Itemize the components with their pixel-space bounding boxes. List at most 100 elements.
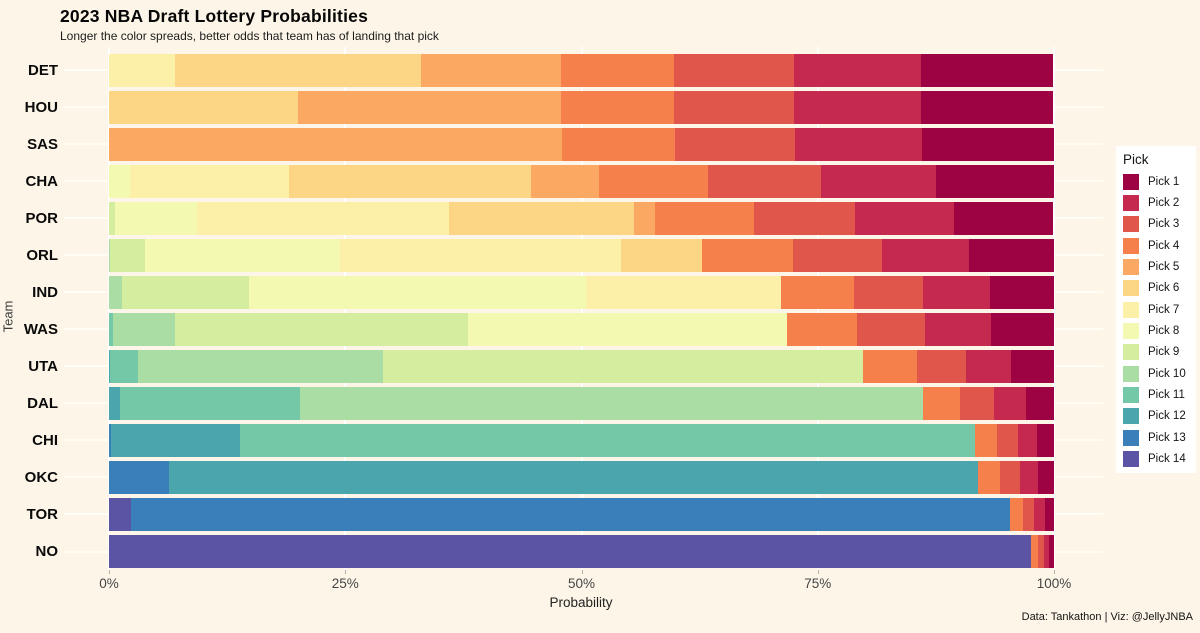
bar-segment-okc-pick12 xyxy=(169,460,979,494)
x-tick-mark xyxy=(109,570,110,574)
legend-swatch-pick-12 xyxy=(1123,408,1139,425)
plot-area xyxy=(64,47,1103,570)
bar-row-dal xyxy=(109,386,1054,420)
legend-label: Pick 5 xyxy=(1148,260,1180,273)
bar-segment-hou-pick3 xyxy=(674,90,795,124)
legend-label: Pick 13 xyxy=(1148,431,1186,444)
chart-title: 2023 NBA Draft Lottery Probabilities xyxy=(60,6,369,26)
bar-segment-orl-pick9 xyxy=(109,238,145,272)
y-tick-label-orl: ORL xyxy=(26,246,58,264)
legend-label: Pick 3 xyxy=(1148,218,1180,231)
bar-row-tor xyxy=(109,497,1054,531)
legend-swatch-pick-6 xyxy=(1123,280,1139,297)
bar-segment-hou-pick4 xyxy=(560,90,675,124)
legend-label: Pick 2 xyxy=(1148,196,1180,209)
bar-segment-sas-pick1 xyxy=(921,127,1054,161)
x-tick-mark xyxy=(581,570,583,574)
x-axis-title: Probability xyxy=(549,595,613,610)
bar-row-was xyxy=(109,312,1054,346)
bar-row-det xyxy=(109,53,1054,87)
bar-row-cha xyxy=(109,164,1054,198)
bar-segment-dal-pick10 xyxy=(299,386,923,420)
bar-row-orl xyxy=(109,238,1054,272)
bar-segment-por-pick7 xyxy=(196,201,450,235)
legend-entry-pick-14: Pick 14 xyxy=(1123,451,1186,468)
bar-segment-det-pick2 xyxy=(794,53,921,87)
legend-swatch-pick-14 xyxy=(1123,451,1139,468)
bar-segment-uta-pick9 xyxy=(383,349,864,383)
bar-segment-okc-pick13 xyxy=(109,460,170,494)
bar-segment-ind-pick3 xyxy=(853,275,923,309)
legend-label: Pick 11 xyxy=(1148,389,1185,401)
bar-segment-chi-pick2 xyxy=(1018,423,1037,457)
x-tick-mark xyxy=(345,570,347,574)
legend-entry-pick-8: Pick 8 xyxy=(1123,322,1179,339)
bar-segment-hou-pick2 xyxy=(794,90,921,124)
bar-segment-det-pick6 xyxy=(175,53,421,87)
bar-segment-dal-pick3 xyxy=(960,386,995,420)
bar-segment-sas-pick2 xyxy=(795,127,922,161)
bar-segment-chi-pick12 xyxy=(110,423,241,457)
bar-segment-uta-pick3 xyxy=(916,349,967,383)
legend-label: Pick 4 xyxy=(1148,239,1180,252)
bar-segment-chi-pick13 xyxy=(109,423,111,457)
bar-segment-dal-pick11 xyxy=(120,386,300,420)
bar-segment-was-pick2 xyxy=(925,312,991,346)
bar-segment-tor-pick4 xyxy=(1009,497,1023,531)
bar-segment-tor-pick14 xyxy=(109,497,131,531)
caption: Data: Tankathon | Viz: @JellyJNBA xyxy=(1021,611,1193,623)
bar-segment-dal-pick4 xyxy=(922,386,961,420)
bar-segment-no-pick4 xyxy=(1031,535,1038,569)
legend-swatch-pick-4 xyxy=(1123,237,1139,254)
x-tick-label-25: 25% xyxy=(331,576,359,591)
legend-entry-pick-12: Pick 12 xyxy=(1123,408,1186,425)
bar-segment-tor-pick2 xyxy=(1034,497,1045,531)
y-tick-label-tor: TOR xyxy=(26,505,58,523)
bar-segment-det-pick7 xyxy=(109,53,176,87)
bar-segment-uta-pick11 xyxy=(109,349,139,383)
bar-segment-det-pick1 xyxy=(920,53,1053,87)
x-tick-mark xyxy=(1054,570,1055,574)
bar-segment-dal-pick2 xyxy=(994,386,1026,420)
y-tick-label-hou: HOU xyxy=(24,98,58,116)
bar-segment-hou-pick6 xyxy=(109,90,298,124)
bar-segment-por-pick9 xyxy=(109,201,115,235)
bar-segment-was-pick8 xyxy=(468,312,787,346)
bar-segment-sas-pick5 xyxy=(109,127,562,161)
legend-entry-pick-10: Pick 10 xyxy=(1123,365,1186,382)
legend-entry-pick-7: Pick 7 xyxy=(1123,301,1179,318)
bar-row-ind xyxy=(109,275,1054,309)
bar-segment-uta-pick2 xyxy=(966,349,1012,383)
legend-swatch-pick-2 xyxy=(1123,194,1139,211)
legend-label: Pick 8 xyxy=(1148,324,1180,337)
bar-segment-was-pick3 xyxy=(857,312,926,346)
legend-label: Pick 7 xyxy=(1148,303,1180,316)
bar-segment-cha-pick6 xyxy=(288,164,532,198)
bar-row-chi xyxy=(109,423,1054,457)
legend-label: Pick 1 xyxy=(1148,175,1180,188)
legend-swatch-pick-1 xyxy=(1123,173,1139,190)
bar-segment-orl-pick7 xyxy=(339,238,622,272)
legend-title: Pick xyxy=(1123,152,1149,167)
bar-segment-no-pick1 xyxy=(1049,535,1054,569)
bar-segment-okc-pick1 xyxy=(1037,460,1054,494)
legend-label: Pick 12 xyxy=(1148,410,1186,423)
y-tick-label-no: NO xyxy=(35,543,59,561)
y-tick-label-uta: UTA xyxy=(28,357,58,375)
bar-segment-por-pick3 xyxy=(754,201,855,235)
bar-segment-ind-pick7 xyxy=(586,275,781,309)
bar-segment-orl-pick2 xyxy=(881,238,969,272)
bar-segment-orl-pick4 xyxy=(702,238,794,272)
legend-label: Pick 6 xyxy=(1148,282,1180,295)
bar-segment-uta-pick10 xyxy=(138,349,384,383)
legend-entry-pick-13: Pick 13 xyxy=(1123,429,1186,446)
legend-label: Pick 10 xyxy=(1148,367,1186,380)
bar-segment-orl-pick8 xyxy=(144,238,340,272)
bar-segment-tor-pick1 xyxy=(1044,497,1054,531)
bar-segment-ind-pick8 xyxy=(248,275,587,309)
bar-segment-cha-pick3 xyxy=(708,164,821,198)
legend-swatch-pick-11 xyxy=(1123,387,1139,403)
bar-segment-ind-pick1 xyxy=(989,275,1054,309)
bar-row-no xyxy=(109,535,1054,569)
